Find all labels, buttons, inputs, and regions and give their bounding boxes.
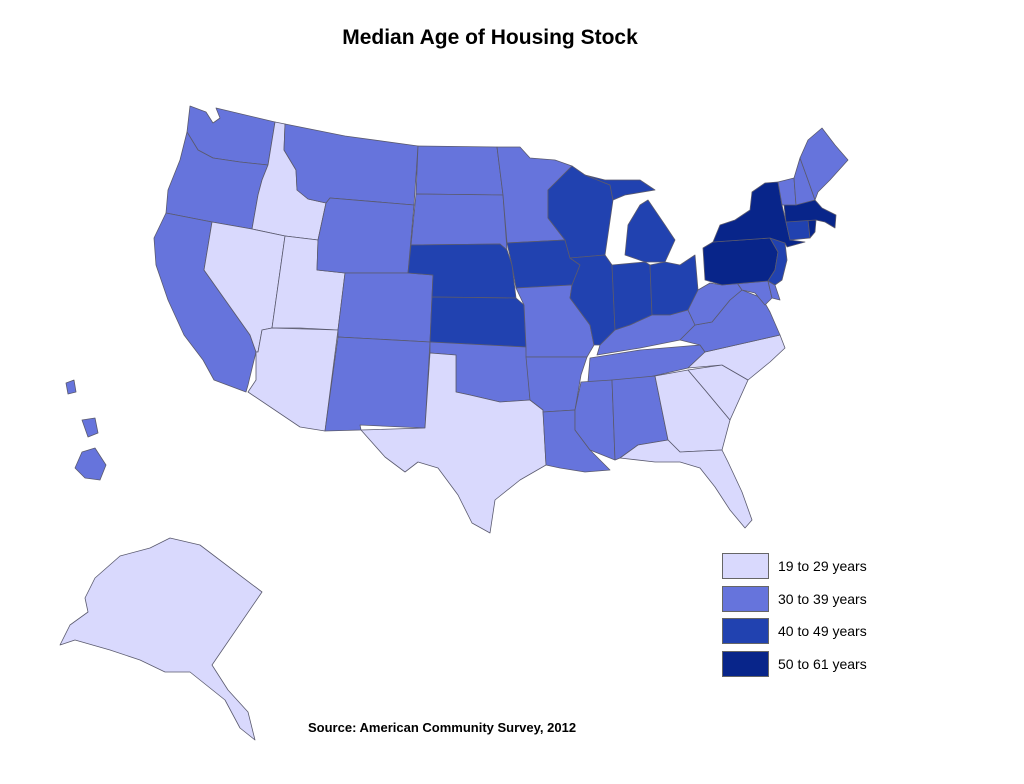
state-MA	[783, 199, 837, 229]
legend-swatch	[722, 618, 769, 645]
state-ND	[415, 145, 504, 196]
legend-item: 50 to 61 years	[722, 650, 902, 684]
state-WI	[547, 165, 614, 259]
state-AZ	[247, 327, 339, 432]
legend-item: 40 to 49 years	[722, 618, 902, 651]
state-HI	[65, 379, 107, 481]
state-TX	[360, 352, 547, 534]
map-legend: 19 to 29 years 30 to 39 years 40 to 49 y…	[722, 553, 902, 683]
state-CO	[337, 272, 434, 343]
legend-swatch	[722, 553, 769, 579]
state-WY	[316, 197, 415, 274]
state-CT	[785, 219, 811, 241]
legend-label: 40 to 49 years	[778, 623, 867, 640]
state-IL	[569, 254, 616, 346]
state-NM	[324, 336, 431, 432]
legend-label: 30 to 39 years	[778, 590, 867, 607]
state-FL	[619, 439, 753, 529]
legend-swatch	[722, 650, 769, 677]
legend-label: 50 to 61 years	[778, 655, 867, 672]
legend-swatch	[722, 585, 769, 612]
state-PA	[702, 237, 779, 286]
state-ME	[799, 127, 849, 201]
state-AK	[59, 537, 263, 741]
map-title: Median Age of Housing Stock	[342, 26, 638, 49]
state-VT	[777, 177, 797, 206]
legend-label: 19 to 29 years	[778, 558, 867, 574]
state-KS	[429, 296, 527, 348]
legend-item: 19 to 29 years	[722, 553, 902, 586]
state-MT	[283, 123, 419, 206]
legend-item: 30 to 39 years	[722, 585, 902, 619]
state-MI	[584, 174, 676, 263]
source-note: Source: American Community Survey, 2012	[308, 720, 577, 735]
state-NJ	[767, 237, 788, 286]
state-SD	[410, 193, 508, 251]
